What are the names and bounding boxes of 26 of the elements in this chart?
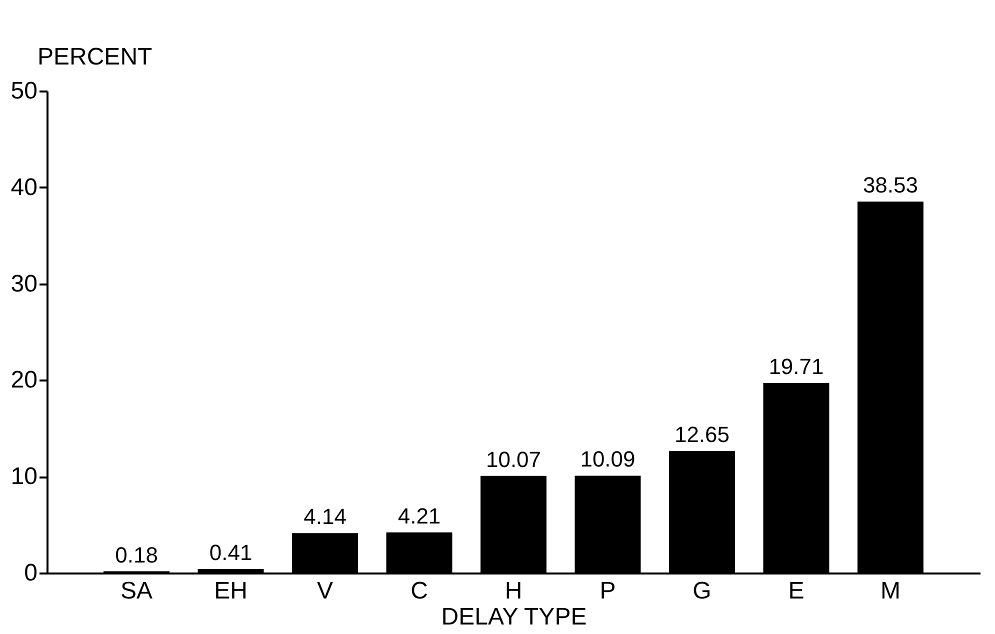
data-label: 0.18 bbox=[115, 542, 158, 568]
data-label: 0.41 bbox=[209, 540, 252, 566]
y-tick-label: 50 bbox=[10, 78, 38, 104]
x-tick-label: H bbox=[504, 578, 522, 604]
x-tick-label: M bbox=[880, 578, 900, 604]
data-label: 38.53 bbox=[862, 172, 918, 198]
data-label: 4.21 bbox=[398, 503, 441, 528]
y-tick-label: 30 bbox=[10, 270, 38, 298]
data-label: 4.14 bbox=[304, 504, 346, 530]
y-tick-label: 40 bbox=[10, 174, 38, 201]
x-tick-label: EH bbox=[214, 578, 248, 604]
x-tick-label: SA bbox=[120, 578, 153, 604]
data-label: 12.65 bbox=[674, 422, 730, 448]
data-label: 10.07 bbox=[486, 446, 542, 472]
data-label: 19.71 bbox=[768, 354, 824, 379]
x-tick-label: V bbox=[317, 578, 334, 604]
data-label: 10.09 bbox=[580, 446, 636, 472]
y-tick-label: 0 bbox=[24, 560, 38, 586]
y-tick-label: 20 bbox=[10, 366, 38, 394]
x-tick-label: C bbox=[410, 578, 428, 604]
y-tick-label: 10 bbox=[10, 463, 38, 490]
x-tick-label: G bbox=[692, 578, 712, 604]
y-axis-title: PERCENT bbox=[38, 44, 153, 70]
x-axis-title: DELAY TYPE bbox=[441, 604, 587, 630]
x-tick-label: E bbox=[788, 578, 804, 604]
x-tick-label: P bbox=[600, 578, 616, 604]
